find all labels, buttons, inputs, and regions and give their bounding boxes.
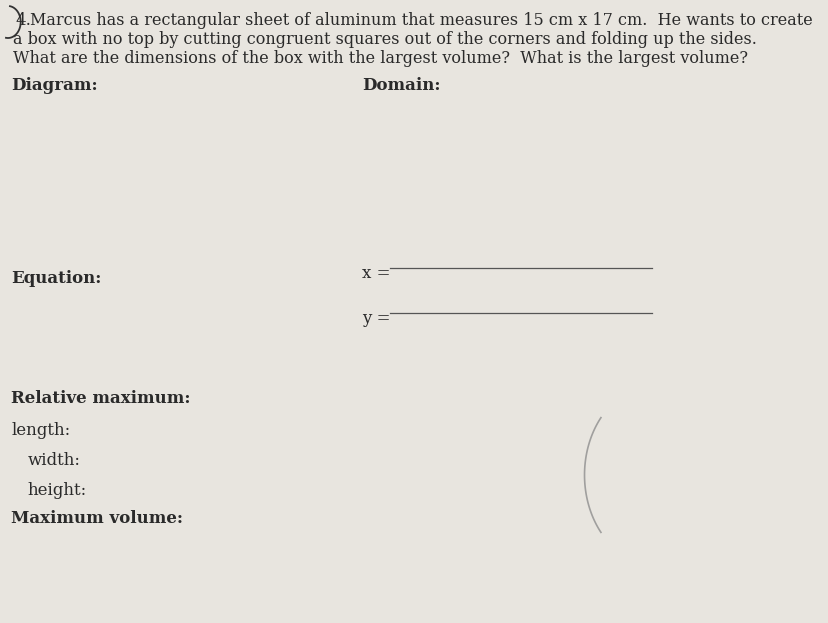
Text: What are the dimensions of the box with the largest volume?  What is the largest: What are the dimensions of the box with … (12, 50, 747, 67)
Text: Maximum volume:: Maximum volume: (11, 510, 183, 527)
Text: x =: x = (361, 265, 395, 282)
Text: 4.: 4. (16, 12, 31, 29)
Text: Relative maximum:: Relative maximum: (11, 390, 190, 407)
Text: Diagram:: Diagram: (11, 77, 98, 94)
Text: Marcus has a rectangular sheet of aluminum that measures 15 cm x 17 cm.  He want: Marcus has a rectangular sheet of alumin… (30, 12, 812, 29)
Text: y =: y = (361, 310, 395, 327)
Text: length:: length: (11, 422, 70, 439)
Text: a box with no top by cutting congruent squares out of the corners and folding up: a box with no top by cutting congruent s… (12, 31, 756, 48)
Text: width:: width: (28, 452, 81, 469)
Text: Domain:: Domain: (361, 77, 440, 94)
Text: Equation:: Equation: (11, 270, 101, 287)
Text: height:: height: (28, 482, 87, 499)
